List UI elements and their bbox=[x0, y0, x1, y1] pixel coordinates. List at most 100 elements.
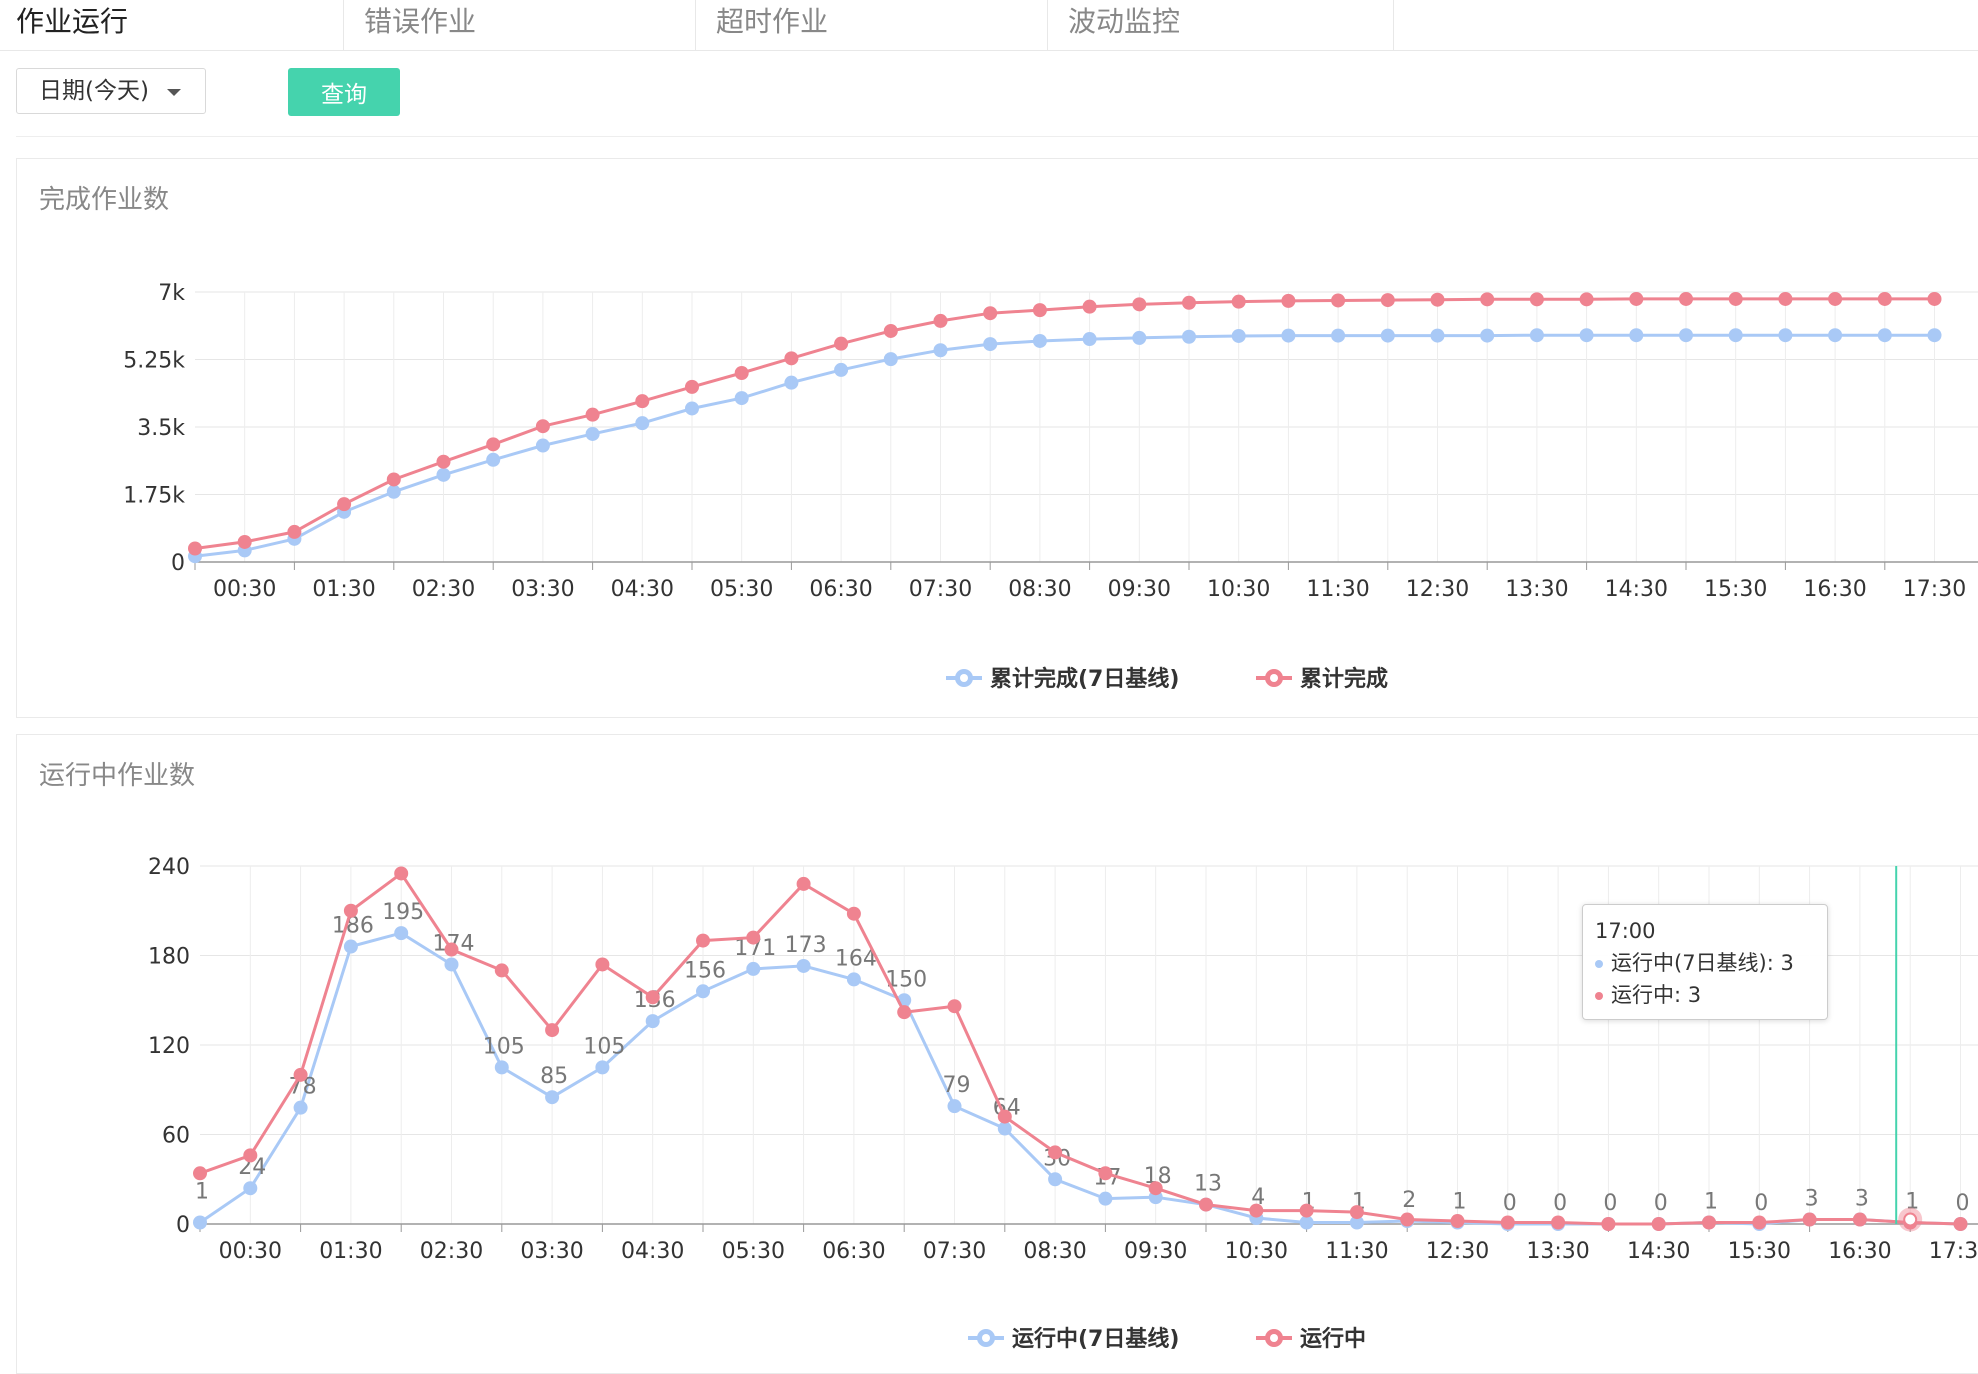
data-point bbox=[883, 323, 898, 338]
x-tick-label: 08:30 bbox=[1008, 577, 1071, 602]
data-label: 1 bbox=[1905, 1190, 1919, 1215]
chart-title: 运行中作业数 bbox=[39, 761, 196, 791]
data-label: 0 bbox=[1956, 1191, 1970, 1216]
data-label: 164 bbox=[835, 946, 877, 971]
data-point bbox=[1500, 1215, 1515, 1230]
data-point bbox=[444, 942, 459, 957]
data-point bbox=[545, 1090, 560, 1105]
y-tick-label: 3.5k bbox=[137, 416, 185, 441]
x-tick-label: 14:30 bbox=[1605, 577, 1668, 602]
tab-error-jobs[interactable]: 错误作业 bbox=[344, 0, 696, 50]
chart-tooltip: 17:00 运行中(7日基线): 3 运行中: 3 bbox=[1582, 904, 1828, 1020]
data-point bbox=[1601, 1217, 1616, 1231]
date-select[interactable]: 日期(今天) bbox=[16, 68, 206, 114]
data-label: 0 bbox=[1553, 1191, 1567, 1216]
y-tick-label: 240 bbox=[148, 855, 190, 880]
date-select-value: 日期(今天) bbox=[39, 78, 149, 104]
y-tick-label: 5.25k bbox=[123, 349, 185, 374]
data-point bbox=[1877, 291, 1892, 306]
data-point bbox=[685, 379, 699, 394]
data-point bbox=[933, 313, 948, 328]
data-point bbox=[1199, 1197, 1213, 1212]
completed-jobs-card: 完成作业数 bbox=[16, 158, 1978, 718]
data-point bbox=[585, 407, 600, 422]
completed-jobs-chart[interactable]: 0 1.75k 3.5k 5.25k 7k 00:30 01:30 02:30 03:30 04:… bbox=[0, 0, 1978, 720]
data-point bbox=[436, 454, 451, 469]
data-point bbox=[444, 957, 459, 972]
x-tick-label: 13:30 bbox=[1526, 1239, 1589, 1264]
data-point bbox=[237, 534, 252, 549]
legend-label: 累计完成(7日基线) bbox=[990, 666, 1179, 692]
data-point bbox=[1480, 292, 1495, 307]
data-point bbox=[1380, 293, 1395, 308]
x-tick-label: 12:30 bbox=[1426, 1239, 1489, 1264]
data-label: 13 bbox=[1194, 1172, 1222, 1197]
data-point bbox=[1082, 299, 1097, 314]
legend-marker-center bbox=[982, 1334, 990, 1342]
tab-timeout-jobs[interactable]: 超时作业 bbox=[696, 0, 1048, 50]
data-point bbox=[734, 366, 749, 380]
data-point bbox=[243, 1181, 258, 1196]
data-point bbox=[746, 961, 761, 976]
data-point bbox=[1778, 291, 1793, 306]
data-point bbox=[595, 1060, 610, 1075]
data-label: 1 bbox=[1704, 1190, 1718, 1215]
x-tick-label: 09:30 bbox=[1108, 577, 1171, 602]
data-label: 2 bbox=[1402, 1188, 1416, 1213]
data-point bbox=[1281, 328, 1296, 343]
x-tick-label: 03:30 bbox=[520, 1239, 583, 1264]
data-point bbox=[1048, 1172, 1063, 1187]
data-label: 79 bbox=[943, 1073, 971, 1098]
data-point bbox=[535, 419, 550, 434]
data-point bbox=[947, 1099, 962, 1114]
current-dot-icon bbox=[1595, 992, 1603, 1000]
data-point bbox=[1281, 293, 1296, 308]
x-tick-label: 13:30 bbox=[1505, 577, 1568, 602]
data-point bbox=[386, 484, 401, 499]
data-point bbox=[1629, 291, 1644, 306]
data-label: 0 bbox=[1603, 1191, 1617, 1216]
data-point bbox=[1953, 1217, 1968, 1231]
baseline-dot-icon bbox=[1595, 960, 1603, 968]
y-tick-label: 180 bbox=[148, 945, 190, 970]
legend-marker-center bbox=[960, 674, 968, 682]
tab-fluctuation-monitor[interactable]: 波动监控 bbox=[1048, 0, 1394, 50]
data-point bbox=[997, 1109, 1012, 1124]
data-point bbox=[846, 972, 861, 987]
data-point bbox=[293, 1100, 308, 1115]
data-point bbox=[1579, 328, 1594, 343]
x-tick-label: 05:30 bbox=[710, 577, 773, 602]
data-point bbox=[1349, 1215, 1364, 1230]
data-point bbox=[1679, 328, 1693, 343]
data-point bbox=[1299, 1215, 1314, 1230]
data-point bbox=[1032, 303, 1047, 318]
tab-job-running[interactable]: 作业运行 bbox=[0, 0, 344, 50]
data-point bbox=[635, 416, 650, 431]
data-point bbox=[595, 957, 610, 972]
data-label: 173 bbox=[785, 933, 827, 958]
y-tick-label: 1.75k bbox=[123, 484, 185, 509]
data-point bbox=[1927, 328, 1942, 343]
x-tick-label: 14:30 bbox=[1627, 1239, 1690, 1264]
data-point bbox=[1927, 291, 1942, 306]
tooltip-title: 17:00 bbox=[1595, 919, 1656, 943]
y-tick-label: 60 bbox=[162, 1124, 190, 1149]
data-point bbox=[486, 437, 501, 452]
data-point bbox=[1331, 328, 1346, 343]
data-point bbox=[1299, 1203, 1314, 1218]
data-point bbox=[193, 1166, 207, 1181]
data-point bbox=[834, 362, 849, 377]
data-point bbox=[696, 933, 710, 948]
x-tick-label: 05:30 bbox=[722, 1239, 785, 1264]
x-tick-label: 17:30 bbox=[1929, 1239, 1978, 1264]
data-point bbox=[1728, 328, 1743, 343]
x-tick-label: 10:30 bbox=[1207, 577, 1270, 602]
data-point bbox=[1349, 1205, 1364, 1220]
tab-bar: 作业运行 错误作业 超时作业 波动监控 bbox=[0, 0, 1978, 51]
x-tick-label: 00:30 bbox=[219, 1239, 282, 1264]
data-point bbox=[343, 939, 358, 954]
data-point bbox=[947, 999, 962, 1014]
query-button[interactable]: 查询 bbox=[288, 68, 400, 116]
hover-point bbox=[1903, 1212, 1918, 1227]
